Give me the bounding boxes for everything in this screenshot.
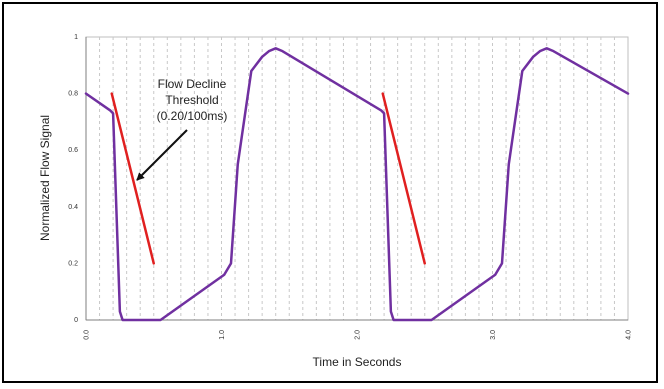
annotation-line-2: Threshold (165, 93, 218, 107)
x-tick-label: 0.0 (84, 330, 91, 340)
y-tick-labels: 0 0.2 0.4 0.6 0.8 1 (68, 34, 78, 324)
threshold-line (110, 92, 155, 265)
grid-lines (99, 37, 615, 320)
x-tick-labels: 0.0 1.0 2.0 3.0 4.0 (84, 330, 633, 340)
y-tick-label: 0.2 (68, 260, 78, 267)
flow-signal-chart: 0 0.2 0.4 0.6 0.8 1 0.0 1.0 2.0 3.0 4.0 Normalize… (38, 34, 633, 369)
annotation-line-3: (0.20/100ms) (157, 109, 228, 123)
axes (85, 37, 628, 321)
y-tick-label: 0 (74, 317, 78, 324)
x-tick-label: 3.0 (490, 330, 497, 340)
threshold-annotation: Flow Decline Threshold (0.20/100ms) (136, 77, 228, 181)
x-tick-label: 1.0 (219, 330, 226, 340)
series-layer (84, 47, 630, 322)
chart-frame: 0 0.2 0.4 0.6 0.8 1 0.0 1.0 2.0 3.0 4.0 Normalize… (2, 2, 658, 383)
x-tick-label: 4.0 (626, 330, 633, 340)
annotation-line-1: Flow Decline (158, 77, 227, 91)
annotation-arrow (136, 129, 188, 181)
flow-signal-line (84, 47, 630, 322)
y-tick-label: 1 (74, 34, 78, 41)
x-tick-label: 2.0 (355, 330, 362, 340)
y-axis-label: Normalized Flow Signal (38, 115, 52, 241)
y-tick-label: 0.8 (68, 91, 78, 98)
x-axis-label: Time in Seconds (313, 355, 402, 369)
threshold-line (381, 92, 426, 265)
y-tick-label: 0.4 (68, 204, 78, 211)
y-tick-label: 0.6 (68, 147, 78, 154)
